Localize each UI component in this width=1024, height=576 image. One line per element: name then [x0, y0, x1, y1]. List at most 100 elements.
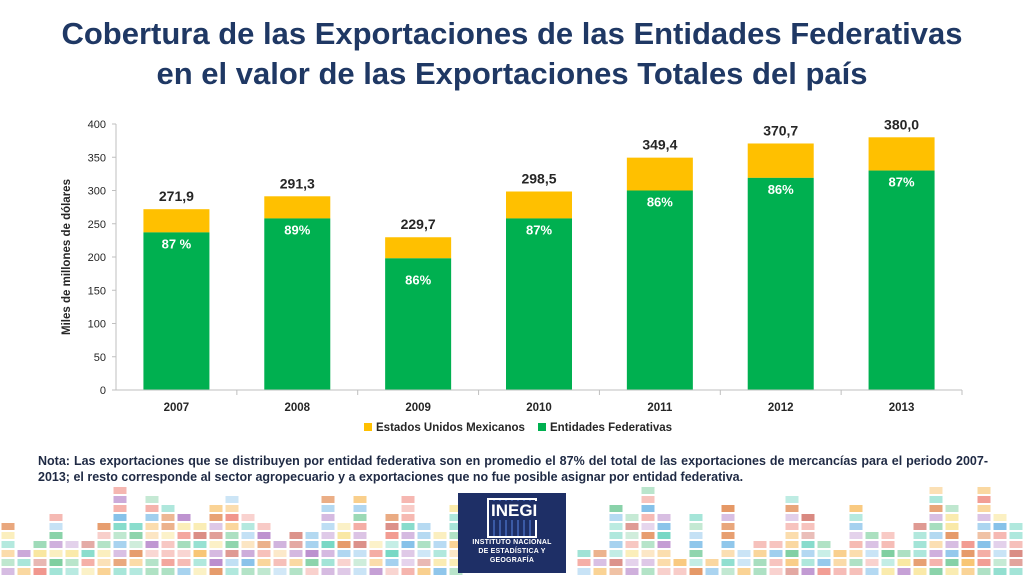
decorative-tile	[977, 487, 991, 494]
decorative-tile	[641, 568, 655, 575]
decorative-tile	[145, 550, 159, 557]
decorative-tile	[289, 541, 303, 548]
decorative-tile	[929, 550, 943, 557]
decorative-tile	[81, 550, 95, 557]
decorative-tile	[801, 523, 815, 530]
y-tick-label: 150	[88, 285, 106, 297]
decorative-tile	[961, 559, 975, 566]
decorative-tile	[865, 532, 879, 539]
decorative-tile	[161, 568, 175, 575]
decorative-tile	[353, 514, 367, 521]
footnote-line-1: Nota: Las exportaciones que se distribuy…	[38, 454, 858, 468]
decorative-tile	[161, 550, 175, 557]
decorative-tile	[353, 496, 367, 503]
decorative-tile	[833, 568, 847, 575]
decorative-tile	[97, 532, 111, 539]
decorative-tile	[273, 559, 287, 566]
decorative-tile	[721, 505, 735, 512]
y-tick-label: 400	[88, 119, 106, 131]
decorative-tile	[145, 514, 159, 521]
decorative-tile	[993, 514, 1007, 521]
logo-line-2: DE ESTADÍSTICA Y GEOGRAFÍA	[478, 548, 546, 564]
decorative-tile	[929, 487, 943, 494]
decorative-tile	[385, 559, 399, 566]
decorative-tile	[225, 496, 239, 503]
decorative-tile	[913, 559, 927, 566]
decorative-tile	[689, 550, 703, 557]
decorative-tile	[913, 541, 927, 548]
decorative-tile	[625, 532, 639, 539]
decorative-tile	[113, 496, 127, 503]
decorative-tile	[625, 568, 639, 575]
decorative-tile	[161, 532, 175, 539]
decorative-tile	[225, 559, 239, 566]
decorative-tile	[641, 532, 655, 539]
bar-total-2008	[264, 196, 331, 219]
decorative-tile	[417, 532, 431, 539]
decorative-tile	[321, 496, 335, 503]
total-value-label: 271,9	[159, 188, 194, 204]
total-value-label: 229,7	[401, 216, 436, 232]
decorative-tile	[385, 541, 399, 548]
decorative-tile	[689, 568, 703, 575]
decorative-tile	[785, 532, 799, 539]
decorative-tile	[225, 505, 239, 512]
decorative-tile	[945, 559, 959, 566]
decorative-tile	[977, 514, 991, 521]
decorative-tile	[225, 532, 239, 539]
decorative-tile	[401, 532, 415, 539]
decorative-tile	[657, 541, 671, 548]
decorative-tile	[129, 532, 143, 539]
decorative-tile	[625, 523, 639, 530]
decorative-tile	[305, 568, 319, 575]
decorative-tile	[145, 496, 159, 503]
decorative-tile	[977, 568, 991, 575]
decorative-tile	[401, 514, 415, 521]
decorative-tile	[433, 568, 447, 575]
decorative-tile	[609, 559, 623, 566]
decorative-tile	[209, 505, 223, 512]
x-tick-label: 2013	[889, 402, 915, 414]
decorative-tile	[657, 559, 671, 566]
total-value-label: 298,5	[521, 170, 556, 186]
decorative-tile	[1009, 550, 1023, 557]
decorative-tile	[625, 514, 639, 521]
decorative-tile	[433, 559, 447, 566]
decorative-tile	[289, 559, 303, 566]
decorative-tile	[129, 559, 143, 566]
decorative-tile	[641, 496, 655, 503]
decorative-tile	[33, 550, 47, 557]
percent-label: 87%	[526, 222, 552, 237]
decorative-tile	[993, 559, 1007, 566]
decorative-tile	[449, 523, 463, 530]
percent-label: 86%	[647, 195, 673, 210]
decorative-tile	[321, 550, 335, 557]
decorative-tile	[161, 514, 175, 521]
decorative-tile	[849, 550, 863, 557]
decorative-tile	[17, 550, 31, 557]
decorative-tile	[449, 532, 463, 539]
decorative-tile	[689, 514, 703, 521]
decorative-tile	[945, 541, 959, 548]
decorative-tile	[369, 568, 383, 575]
decorative-tile	[897, 568, 911, 575]
decorative-tile	[881, 541, 895, 548]
decorative-tile	[929, 505, 943, 512]
decorative-tile	[721, 550, 735, 557]
decorative-tile	[49, 514, 63, 521]
decorative-tile	[65, 568, 79, 575]
decorative-tile	[945, 568, 959, 575]
decorative-tile	[385, 532, 399, 539]
bar-entidades-2011	[626, 190, 693, 390]
decorative-tile	[881, 559, 895, 566]
y-tick-label: 0	[100, 385, 106, 397]
total-value-label: 370,7	[763, 122, 798, 138]
decorative-tile	[449, 541, 463, 548]
decorative-tile	[321, 514, 335, 521]
total-value-label: 380,0	[884, 116, 919, 132]
decorative-tile	[49, 559, 63, 566]
decorative-tile	[177, 541, 191, 548]
decorative-tile	[369, 559, 383, 566]
bar-total-2010	[506, 191, 572, 219]
legend-swatch-total	[364, 423, 372, 431]
